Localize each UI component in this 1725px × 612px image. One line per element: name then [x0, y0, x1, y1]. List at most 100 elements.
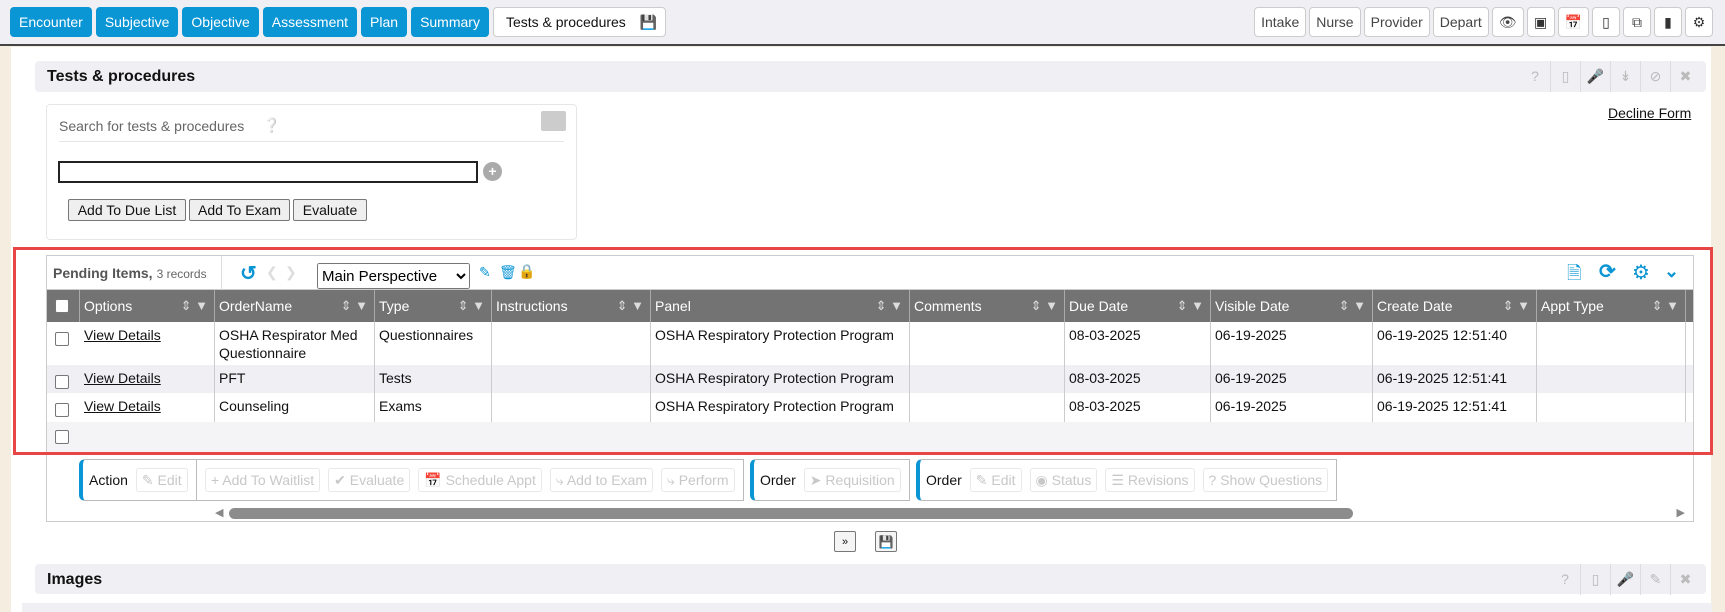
tab-objective[interactable]: Objective — [182, 7, 259, 37]
evaluate-action-button[interactable]: ✔ Evaluate — [328, 468, 411, 492]
calendar-check-icon[interactable]: 📅 — [1557, 7, 1589, 37]
tab-plan[interactable]: Plan — [361, 7, 408, 37]
column-header-due-date[interactable]: Due Date ⇕ ▼ — [1065, 290, 1211, 322]
help-icon[interactable]: ? — [1561, 571, 1569, 587]
book-icon[interactable]: ▯ — [1592, 7, 1620, 37]
book-icon[interactable]: ▯ — [1550, 61, 1580, 92]
cell-comments — [910, 365, 1065, 393]
horizontal-scrollbar[interactable]: ◀ ▶ — [215, 506, 1685, 520]
column-header-options[interactable]: Options ⇕ ▼ — [80, 290, 215, 322]
sort-filter-icon[interactable]: ⇕ ▼ — [457, 298, 485, 313]
tab-assessment[interactable]: Assessment — [262, 7, 358, 37]
add-to-exam-action-button[interactable]: ⤷ Add to Exam — [549, 468, 653, 492]
edit-button[interactable]: ✎ Edit — [135, 468, 188, 492]
gears-icon[interactable]: ⚙ — [1685, 7, 1713, 37]
microphone-icon[interactable]: 🎤 — [1580, 61, 1610, 92]
help-icon[interactable]: ? — [1531, 68, 1539, 84]
collapse-button[interactable]: » — [834, 531, 856, 552]
view-details-link[interactable]: View Details — [84, 370, 161, 386]
column-header-create-date[interactable]: Create Date ⇕ ▼ — [1373, 290, 1537, 322]
schedule-appt-button[interactable]: 📅 Schedule Appt — [418, 468, 542, 492]
lock-icon[interactable]: 🔒 — [518, 263, 536, 279]
column-header-instructions[interactable]: Instructions ⇕ ▼ — [492, 290, 651, 322]
scroll-right-icon[interactable]: ▶ — [1676, 507, 1685, 519]
sort-filter-icon[interactable]: ⇕ ▼ — [1502, 298, 1530, 313]
book-icon[interactable]: ▯ — [1580, 564, 1610, 595]
provider-button[interactable]: Provider — [1363, 7, 1430, 37]
sort-filter-icon[interactable]: ⇕ ▼ — [875, 298, 903, 313]
chevron-down-icon[interactable]: ⌄ — [1664, 261, 1680, 281]
bookmark-icon[interactable]: ▮ — [1654, 7, 1682, 37]
add-to-exam-button[interactable]: Add To Exam — [189, 199, 290, 221]
sort-filter-icon[interactable]: ⇕ ▼ — [1030, 298, 1058, 313]
prev-icon[interactable]: ❮ — [266, 264, 278, 280]
column-header-visible-date[interactable]: Visible Date ⇕ ▼ — [1211, 290, 1373, 322]
sort-filter-icon[interactable]: ⇕ ▼ — [340, 298, 368, 313]
sort-filter-icon[interactable]: ⇕ ▼ — [1176, 298, 1204, 313]
cell-visible-date: 06-19-2025 — [1211, 393, 1373, 422]
row-checkbox[interactable] — [55, 430, 69, 444]
decline-form-link[interactable]: Decline Form — [1608, 105, 1692, 121]
view-details-link[interactable]: View Details — [84, 398, 161, 414]
row-checkbox[interactable] — [55, 375, 69, 389]
sort-filter-icon[interactable]: ⇕ ▼ — [180, 298, 208, 313]
view-details-link[interactable]: View Details — [84, 327, 161, 343]
help-icon[interactable]: ❔ — [263, 117, 281, 133]
sort-filter-icon[interactable]: ⇕ ▼ — [616, 298, 644, 313]
copy-icon[interactable]: ⧉ — [1623, 7, 1651, 37]
archive-icon[interactable]: ▣ — [1526, 7, 1555, 37]
perform-button[interactable]: ⤷ Perform — [660, 468, 735, 492]
sort-filter-icon[interactable]: ⇕ ▼ — [1651, 298, 1679, 313]
list-icon[interactable] — [541, 111, 566, 131]
pencil-icon[interactable]: ✎ — [1640, 564, 1670, 595]
column-header-panel[interactable]: Panel ⇕ ▼ — [651, 290, 910, 322]
column-header-partial — [1686, 290, 1693, 322]
tab-encounter[interactable]: Encounter — [10, 7, 92, 37]
refresh-icon[interactable]: ⟳ — [1599, 261, 1616, 283]
row-checkbox[interactable] — [55, 332, 69, 346]
status-button[interactable]: ◉ Status — [1029, 468, 1098, 492]
add-icon[interactable]: + — [483, 162, 502, 181]
show-questions-button[interactable]: ? Show Questions — [1202, 468, 1329, 492]
scrollbar-thumb[interactable] — [229, 508, 1353, 519]
search-input[interactable] — [58, 161, 478, 183]
depart-button[interactable]: Depart — [1432, 7, 1489, 37]
evaluate-button[interactable]: Evaluate — [293, 199, 367, 221]
nurse-button[interactable]: Nurse — [1309, 7, 1361, 37]
cell-panel: OSHA Respiratory Protection Program — [651, 322, 910, 365]
close-icon[interactable]: ✖ — [1670, 564, 1700, 595]
new-document-icon[interactable]: 🗎 — [1567, 263, 1582, 283]
select-all-header — [47, 290, 80, 322]
ban-icon[interactable]: ⊘ — [1640, 61, 1670, 92]
intake-button[interactable]: Intake — [1254, 7, 1307, 37]
save-icon[interactable]: 💾 — [639, 14, 658, 30]
eye-icon[interactable]: 👁 — [1491, 7, 1524, 37]
pencil-icon[interactable]: ✎ — [479, 264, 491, 280]
double-chevron-down-icon[interactable]: ↡ — [1610, 61, 1640, 92]
column-header-comments[interactable]: Comments ⇕ ▼ — [910, 290, 1065, 322]
save-button[interactable]: 💾 — [875, 531, 897, 552]
next-icon[interactable]: ❯ — [285, 264, 297, 280]
microphone-icon[interactable]: 🎤 — [1610, 564, 1640, 595]
column-header-type[interactable]: Type ⇕ ▼ — [375, 290, 492, 322]
close-icon[interactable]: ✖ — [1670, 61, 1700, 92]
undo-icon[interactable]: ↺ — [240, 263, 257, 285]
perspective-select[interactable]: Main Perspective — [317, 263, 470, 289]
revisions-button[interactable]: ☰ Revisions — [1105, 468, 1195, 492]
select-all-checkbox[interactable] — [55, 299, 69, 313]
trash-icon[interactable]: 🗑 — [499, 264, 517, 280]
tab-subjective[interactable]: Subjective — [95, 7, 179, 37]
sort-filter-icon[interactable]: ⇕ ▼ — [1338, 298, 1366, 313]
gear-icon[interactable]: ⚙ — [1632, 262, 1650, 284]
cell-due-date: 08-03-2025 — [1065, 365, 1211, 393]
order-edit-button[interactable]: ✎ Edit — [969, 468, 1022, 492]
column-header-appt-type[interactable]: Appt Type ⇕ ▼ — [1537, 290, 1686, 322]
requisition-button[interactable]: ➤ Requisition — [803, 468, 901, 492]
row-checkbox[interactable] — [55, 403, 69, 417]
add-to-waitlist-button[interactable]: + Add To Waitlist — [205, 468, 321, 492]
tab-summary[interactable]: Summary — [411, 7, 489, 37]
scroll-left-icon[interactable]: ◀ — [215, 507, 224, 519]
add-to-due-list-button[interactable]: Add To Due List — [68, 199, 186, 221]
tab-tests-procedures[interactable]: Tests & procedures 💾 — [492, 7, 667, 37]
column-header-ordername[interactable]: OrderName ⇕ ▼ — [215, 290, 375, 322]
